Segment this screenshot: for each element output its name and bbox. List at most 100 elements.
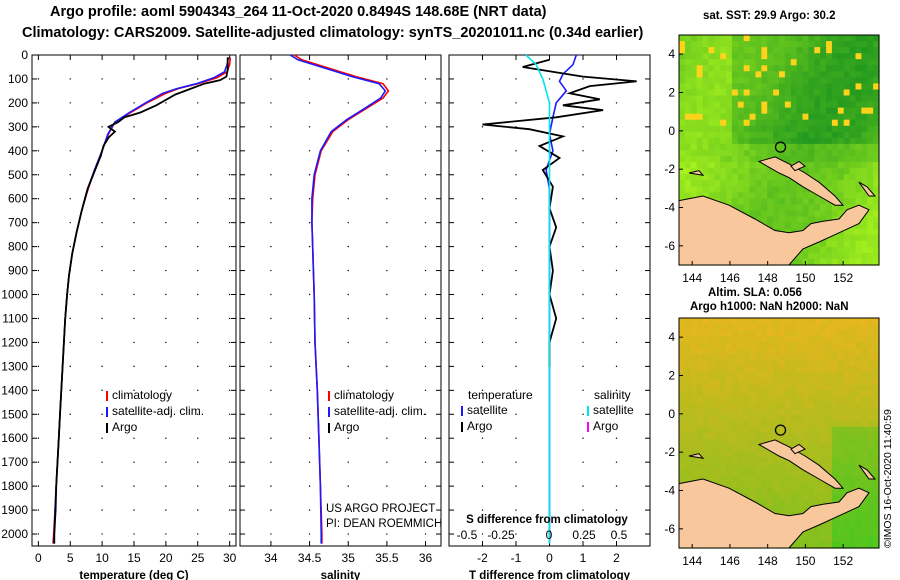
temperature-grid-dot — [228, 437, 231, 439]
sst_map-cell — [873, 131, 880, 139]
sst_map-cell — [743, 83, 751, 91]
sst_map-cell — [767, 113, 774, 121]
sla_map-cell — [737, 348, 745, 355]
sst_map-cell — [696, 137, 704, 145]
sst_map-cell — [820, 180, 827, 187]
salinity-grid-dot — [308, 102, 311, 104]
sla_map-cell — [696, 439, 704, 446]
sst_map-cell — [802, 192, 809, 200]
salinity-grid-dot — [308, 221, 311, 224]
sla_map-cell — [861, 541, 868, 549]
sst_map-cell — [731, 198, 739, 206]
sla_map-cell — [767, 318, 774, 325]
sla_map-cell — [873, 396, 880, 404]
sst_map-cell — [796, 101, 804, 109]
sst_map-cell — [755, 47, 762, 54]
sla_map-cell — [708, 324, 715, 331]
sst_map-cell — [755, 156, 762, 163]
sst_map-cell — [726, 180, 733, 187]
sst_map-land-new-guinea — [678, 195, 870, 266]
sla_map-cell — [861, 457, 868, 464]
sst_map-cell — [861, 53, 868, 60]
difference-grid-dot — [481, 198, 484, 200]
sla_map-cell — [714, 463, 721, 470]
temperature-grid-dot — [101, 221, 103, 224]
sst_map-cell — [796, 186, 804, 193]
sla_map-cell — [714, 475, 721, 483]
sla_map-cell — [843, 324, 851, 331]
sst_map-cell — [867, 113, 874, 121]
sla_map-cell — [808, 426, 815, 434]
sla_map-cell — [826, 420, 833, 428]
salinity-grid-dot — [424, 221, 427, 224]
sst_map-cell — [684, 71, 692, 78]
sla_map-cell — [755, 493, 762, 501]
sla_map-cell — [808, 348, 815, 355]
sst_map-cell — [708, 89, 715, 97]
sst_map-cell — [726, 77, 733, 85]
sst_map-cell — [761, 216, 768, 224]
sst_map-cell — [873, 210, 880, 218]
sst_map-cell — [843, 198, 851, 206]
salinity-grid-dot — [424, 293, 427, 296]
sst_map-cell — [726, 95, 733, 103]
sst_map-cell — [849, 174, 857, 181]
sla_map-cell — [755, 433, 762, 440]
sla_map-cell — [784, 499, 792, 507]
sst_map-cell — [820, 53, 827, 60]
salinity-grid-dot — [347, 317, 349, 320]
sla_map-cell — [755, 475, 762, 483]
sla_map-cell — [843, 378, 851, 386]
temperature-grid-dot — [165, 341, 167, 344]
sla_map-cell — [855, 529, 862, 537]
salinity-grid-dot — [308, 78, 311, 80]
sla_map-cell — [796, 493, 804, 501]
temperature-grid-dot — [197, 533, 199, 535]
sla_map-cell — [720, 481, 727, 489]
sla_map-cell — [731, 372, 739, 380]
sst_map-cell — [773, 125, 780, 133]
sla_map-cell — [808, 529, 815, 537]
sla_map-cell — [849, 336, 857, 343]
sla_map-cell — [843, 396, 851, 404]
sla_map-cell — [831, 469, 839, 476]
sla_map-cell — [796, 396, 804, 404]
temperature-grid-dot — [228, 221, 231, 224]
sst_map-cell — [690, 156, 698, 163]
sst_map-cell — [773, 192, 780, 200]
sla_map-cell — [708, 336, 715, 343]
sla_map-cell — [790, 384, 798, 392]
sst_map-cell — [826, 101, 833, 109]
sst_map-cell — [755, 204, 762, 212]
sst_map-cell — [790, 89, 798, 97]
temperature-grid-dot — [228, 509, 231, 511]
sla_map-cell — [796, 439, 804, 446]
sla_map-cell — [837, 396, 845, 404]
sla_map-cell — [702, 420, 709, 428]
sst_map-cell — [820, 252, 827, 260]
sla_map-cell — [767, 378, 774, 386]
sst_map-cell — [784, 156, 792, 163]
sst_map-ytick-label: -2 — [664, 162, 675, 176]
sst_map-cell — [837, 186, 845, 193]
sst_map-cell — [796, 41, 804, 48]
sst_map-cell — [726, 143, 733, 151]
sst_map-cell — [726, 107, 733, 115]
sla_map-cell — [708, 330, 715, 337]
sla_map-cell — [790, 439, 798, 446]
sst_map-cell — [808, 246, 815, 254]
salinity-grid-dot — [347, 413, 349, 415]
sst_map-cell — [784, 210, 792, 218]
sla_map-cell — [784, 487, 792, 495]
sst_map-cell — [855, 89, 862, 97]
sla_map-cell — [867, 372, 874, 380]
sst_map-cell — [779, 113, 786, 121]
sla_map-cell — [826, 390, 833, 398]
sst_map-cell — [826, 156, 833, 163]
sla_map-ytick-label: 0 — [668, 407, 675, 421]
sst_map-cell — [720, 162, 727, 169]
sst_map-cell — [720, 125, 727, 133]
sst_map-cell — [849, 198, 857, 206]
sst_map-cell — [831, 258, 839, 266]
sst_map-cell — [814, 258, 821, 266]
